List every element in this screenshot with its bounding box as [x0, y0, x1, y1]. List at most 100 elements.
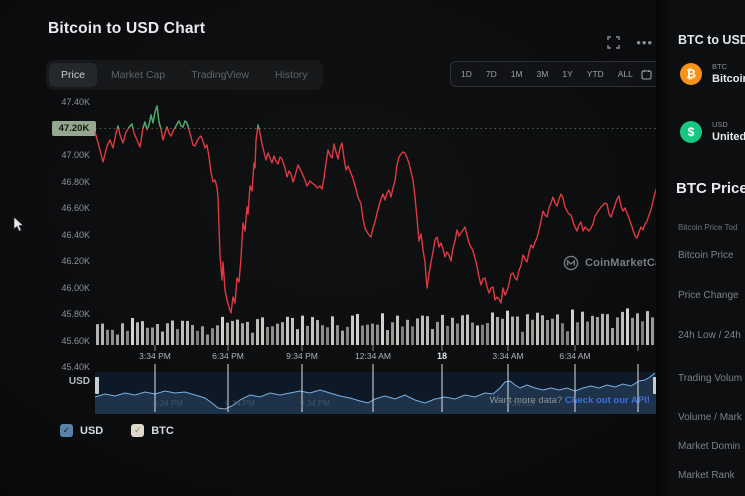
volume-bar: [136, 322, 139, 345]
volume-bar: [286, 316, 289, 345]
navigator-ghost-label: 9:34 PM: [300, 399, 330, 408]
x-tick-label: 6:34 AM: [559, 351, 591, 361]
volume-bar: [261, 317, 264, 345]
legend-toggle-btc[interactable]: ✓ BTC: [131, 424, 174, 437]
volume-bar: [131, 318, 134, 345]
volume-bar: [341, 330, 344, 345]
volume-bar: [416, 318, 419, 345]
legend-label: BTC: [151, 424, 174, 437]
volume-bar: [331, 316, 334, 345]
volume-bar: [386, 330, 389, 345]
volume-bar: [451, 317, 454, 345]
price-statistics-title: BTC Price: [676, 180, 745, 197]
volume-bar: [351, 315, 354, 345]
range-3m[interactable]: 3M: [536, 69, 549, 79]
y-tick-label: 46.80K: [61, 176, 90, 187]
volume-bar: [571, 309, 574, 345]
volume-bar: [511, 316, 514, 345]
fullscreen-icon[interactable]: [607, 36, 621, 49]
volume-bar: [636, 313, 639, 345]
tab-market-cap[interactable]: Market Cap: [110, 69, 166, 81]
api-promo-link[interactable]: Check out our API!: [564, 395, 650, 406]
current-price-badge: 47.20K: [52, 121, 96, 136]
x-tick-label: 6:34 PM: [212, 351, 244, 361]
stat-row-label: Market Domin: [678, 441, 741, 452]
volume-bar: [576, 322, 579, 345]
volume-bar: [171, 320, 174, 345]
coinmarketcap-watermark: CoinMarketCap: [563, 255, 668, 271]
stat-row-label: Price Change: [678, 290, 739, 301]
range-1y[interactable]: 1Y: [562, 69, 573, 79]
volume-bar: [566, 331, 569, 345]
volume-bar: [581, 311, 584, 345]
volume-bar: [201, 326, 204, 345]
navigator-right-handle[interactable]: [653, 377, 657, 394]
navigator-left-handle[interactable]: [95, 377, 99, 394]
volume-bar: [356, 314, 359, 345]
y-tick-label: 45.80K: [61, 309, 90, 319]
tab-tradingview[interactable]: TradingView: [191, 69, 249, 81]
price-statistics-subtitle: Bitcoin Price Tod: [678, 223, 738, 232]
volume-bar: [211, 328, 214, 345]
volume-bar: [306, 325, 309, 345]
volume-bar: [481, 324, 484, 345]
page-title: Bitcoin to USD Chart: [48, 20, 206, 37]
stat-row-label: 24h Low / 24h: [678, 330, 741, 341]
volume-bar: [181, 320, 184, 345]
volume-bar: [106, 329, 109, 345]
navigator-ghost-label: 6:34 PM: [225, 399, 255, 408]
volume-bar: [586, 321, 589, 345]
legend-checkbox-usd: ✓: [60, 424, 73, 437]
series-legend: ✓ USD ✓ BTC: [60, 424, 174, 437]
api-promo: Want more data? Check out our API!: [490, 395, 650, 406]
volume-bar: [606, 314, 609, 345]
range-1m[interactable]: 1M: [510, 69, 523, 79]
y-tick-label: 46.40K: [61, 229, 90, 240]
volume-bar: [271, 326, 274, 345]
volume-bar: [496, 317, 499, 345]
y-tick-label: 46.20K: [61, 256, 90, 266]
volume-bars: [96, 308, 654, 345]
volume-bar: [396, 315, 399, 345]
tab-history[interactable]: History: [275, 69, 308, 81]
x-tick-label: 9:34 PM: [286, 351, 318, 361]
range-1d[interactable]: 1D: [461, 69, 472, 79]
tab-price[interactable]: Price: [49, 63, 97, 87]
volume-bar: [406, 319, 409, 345]
price-chart-plot-area[interactable]: [95, 95, 657, 345]
volume-bar: [486, 323, 489, 345]
volume-bar: [291, 317, 294, 345]
volume-bar: [256, 319, 259, 345]
volume-bar: [646, 311, 649, 345]
volume-bar: [441, 314, 444, 345]
volume-bar: [231, 320, 234, 345]
volume-bar: [471, 322, 474, 345]
asset-labels: BTC Bitcoin: [712, 62, 745, 85]
legend-toggle-usd[interactable]: ✓ USD: [60, 424, 103, 437]
volume-bar: [381, 313, 384, 345]
converter-title: BTC to USD Cu: [678, 33, 745, 47]
y-tick-label: 47.40K: [61, 97, 90, 107]
volume-bar: [611, 327, 614, 345]
volume-bar: [251, 332, 254, 345]
right-sidebar: [668, 0, 745, 496]
more-options-icon[interactable]: •••: [636, 34, 653, 50]
stat-row-label: Volume / Mark: [678, 412, 742, 423]
y-tick-label: 46.60K: [61, 203, 90, 213]
btc-coin-icon: ₿: [680, 62, 702, 85]
volume-bar: [366, 324, 369, 345]
range-7d[interactable]: 7D: [485, 69, 497, 79]
watermark-text: CoinMarketCap: [585, 257, 669, 269]
date-range-calendar-icon[interactable]: [641, 69, 652, 80]
volume-bar: [371, 323, 374, 345]
converter-asset-btc: ₿ BTC Bitcoin: [680, 62, 745, 85]
volume-bar: [121, 323, 124, 345]
range-ytd[interactable]: YTD: [586, 69, 604, 79]
volume-bar: [391, 322, 394, 345]
volume-bar: [466, 314, 469, 345]
range-all[interactable]: ALL: [617, 69, 633, 79]
mouse-cursor: [13, 217, 25, 233]
stat-row-label: Market Rank: [678, 470, 735, 481]
volume-bar: [556, 314, 559, 345]
volume-bar: [236, 319, 239, 345]
